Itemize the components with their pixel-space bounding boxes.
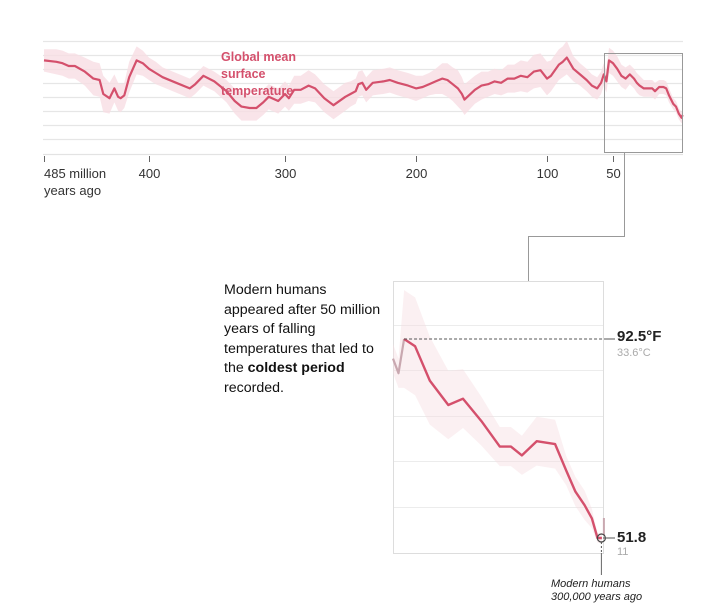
narrative-text-2: recorded. <box>224 379 284 396</box>
top-uncertainty-band <box>44 40 683 124</box>
top-chart-temperature-line <box>43 56 684 119</box>
zoom-connector <box>528 153 625 281</box>
peak-temperature-celsius: 33.6°C <box>617 347 651 359</box>
narrative-bold-text: coldest period <box>247 360 345 377</box>
peak-temperature-fahrenheit: 92.5°F <box>617 328 662 345</box>
zoom-highlight-box <box>604 53 683 153</box>
zoom-uncertainty-band <box>393 290 602 543</box>
series-label-line-1: Global mean <box>221 50 296 64</box>
low-temperature-celsius: 11 <box>617 546 629 558</box>
zoom-temperature-line <box>403 338 602 540</box>
temperature-line <box>43 56 684 119</box>
top-chart-uncertainty-band <box>44 40 683 124</box>
zoom-chart-gridlines <box>393 281 604 554</box>
x-tick-label-line-2: years ago <box>44 183 101 198</box>
zoom-chart-annotation-marks <box>404 338 615 575</box>
x-tick-label: 485 million <box>44 166 106 181</box>
series-label-line-3: temperature <box>221 84 293 98</box>
x-tick-label: 300 <box>275 166 297 181</box>
x-tick-label: 400 <box>139 166 161 181</box>
narrative-annotation: Modern humans appeared after 50 million … <box>224 281 384 399</box>
zoom-chart-uncertainty-band <box>393 290 602 543</box>
low-temperature-fahrenheit: 51.8 <box>617 529 647 546</box>
connector-line <box>528 153 625 281</box>
x-tick-label: 200 <box>406 166 428 181</box>
zoom-panel-frame <box>393 281 604 554</box>
zoom-pre-peak-line <box>391 338 406 375</box>
x-tick-label: 100 <box>537 166 559 181</box>
modern-humans-note-line-2: 300,000 years ago <box>551 591 643 603</box>
x-tick-label: 50 <box>606 166 620 181</box>
narrative-text-1: Modern humans appeared after 50 million … <box>224 282 381 377</box>
series-label-line-2: surface <box>221 67 266 81</box>
zoom-chart-temperature-line <box>391 338 605 540</box>
top-chart-x-axis: 485 million years ago 400 300 200 100 50 <box>44 53 683 198</box>
modern-humans-note-line-1: Modern humans <box>551 578 631 590</box>
modern-humans-note: Modern humans 300,000 years ago <box>551 578 642 604</box>
